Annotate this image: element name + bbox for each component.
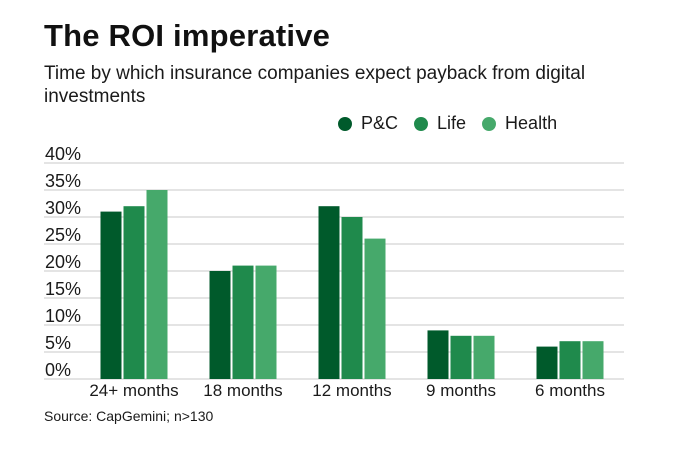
legend-label-pc: P&C bbox=[361, 113, 399, 133]
chart-title: The ROI imperative bbox=[44, 18, 331, 53]
bar-pc bbox=[100, 211, 122, 379]
legend-item-pc: P&C bbox=[338, 113, 398, 134]
bar-pc bbox=[318, 206, 340, 379]
bar-life bbox=[559, 341, 581, 379]
y-tick-label: 25% bbox=[45, 225, 81, 245]
bar-pc bbox=[209, 271, 231, 379]
y-tick-label: 30% bbox=[45, 198, 81, 218]
bar-pc bbox=[536, 346, 558, 379]
legend-label-life: Life bbox=[437, 113, 467, 133]
bar-life bbox=[341, 217, 363, 379]
bar-life bbox=[232, 265, 254, 379]
x-tick-label: 12 months bbox=[312, 381, 391, 400]
bar-life bbox=[450, 335, 472, 379]
bar-health bbox=[364, 238, 386, 379]
legend-label-health: Health bbox=[505, 113, 558, 133]
bar-life bbox=[123, 206, 145, 379]
bar-health bbox=[582, 341, 604, 379]
y-tick-label: 5% bbox=[45, 333, 71, 353]
y-tick-label: 20% bbox=[45, 252, 81, 272]
legend-item-life: Life bbox=[414, 113, 466, 134]
legend: P&C Life Health bbox=[338, 113, 573, 134]
y-tick-label: 40% bbox=[45, 144, 81, 164]
legend-item-health: Health bbox=[482, 113, 557, 134]
y-tick-label: 0% bbox=[45, 360, 71, 380]
bar-health bbox=[473, 335, 495, 379]
x-tick-label: 6 months bbox=[535, 381, 605, 400]
x-tick-label: 24+ months bbox=[89, 381, 178, 400]
legend-swatch-health bbox=[482, 116, 497, 131]
y-tick-label: 10% bbox=[45, 306, 81, 326]
source-note: Source: CapGemini; n>130 bbox=[44, 408, 214, 424]
bar-health bbox=[255, 265, 277, 379]
y-tick-label: 35% bbox=[45, 171, 81, 191]
legend-swatch-pc bbox=[338, 116, 352, 131]
y-tick-label: 15% bbox=[45, 279, 81, 299]
x-tick-label: 9 months bbox=[426, 381, 496, 400]
bar-pc bbox=[427, 330, 449, 379]
chart-subtitle: Time by which insurance companies expect… bbox=[44, 63, 586, 107]
bar-health bbox=[146, 190, 168, 379]
x-tick-label: 18 months bbox=[203, 381, 282, 400]
legend-swatch-life bbox=[414, 116, 429, 131]
